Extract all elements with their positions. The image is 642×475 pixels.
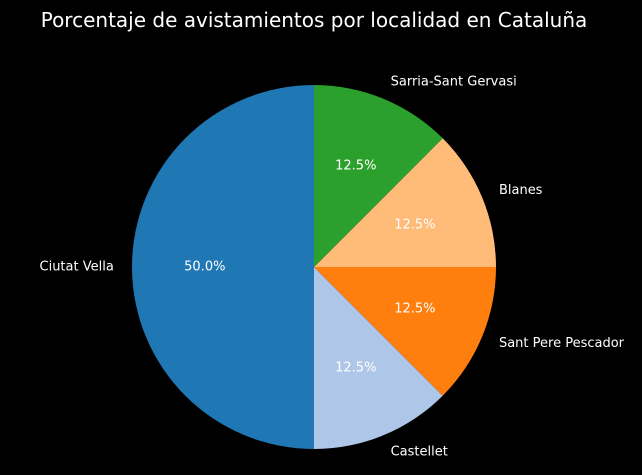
- pie-percent-label-4: 12.5%: [394, 218, 435, 233]
- pie-slice-5: [314, 85, 443, 267]
- chart-title: Porcentaje de avistamientos por localida…: [41, 8, 588, 32]
- pie-category-label-1: Ciutat Vella: [40, 260, 114, 275]
- pie-slice-2: [314, 267, 443, 449]
- pie-percent-label-5: 12.5%: [335, 159, 376, 174]
- pie-percent-label-3: 12.5%: [394, 301, 435, 316]
- pie-percent-label-1: 50.0%: [184, 260, 225, 275]
- pie-percent-label-2: 12.5%: [335, 360, 376, 375]
- pie-labels: 50.0% Ciutat Vella 12.5% Castellet 12.5% Sant…: [40, 75, 625, 460]
- pie-slice-4: [314, 138, 496, 267]
- pie-category-label-2: Castellet: [391, 444, 448, 459]
- pie-slices: [132, 85, 496, 449]
- pie-category-label-5: Sarria-Sant Gervasi: [391, 75, 517, 90]
- pie-category-label-4: Blanes: [499, 183, 543, 198]
- pie-slice-3: [314, 267, 496, 396]
- pie-category-label-3: Sant Pere Pescador: [499, 336, 625, 351]
- pie-slice-1: [132, 85, 314, 449]
